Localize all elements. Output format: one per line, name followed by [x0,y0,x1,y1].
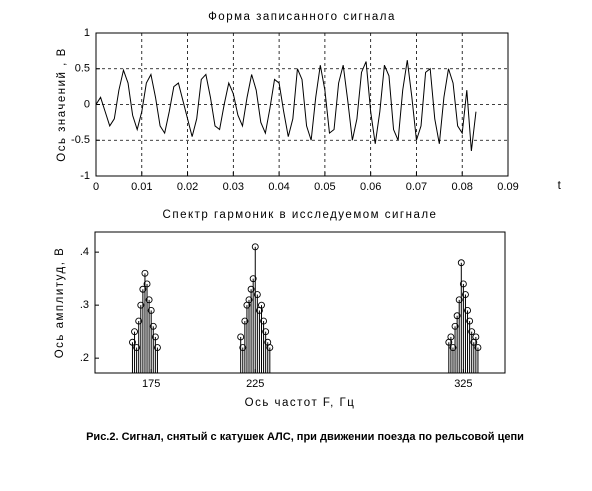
y-tick-label: .4 [80,246,89,258]
x-axis-label: Ось частот F, Гц [245,397,356,409]
x-tick-label: 0.01 [131,181,152,193]
x-tick-label: 0.05 [314,181,335,193]
stem-head [239,344,247,352]
y-tick-label: -0.5 [71,134,90,146]
stem-head [468,328,476,336]
stem-head [151,333,159,341]
x-tick-label: 175 [142,378,160,390]
stem-head [133,344,141,352]
x-tick-label: 0.07 [406,181,427,193]
stem-head [141,269,149,277]
stem-head [241,317,249,325]
y-tick-label: 1 [84,27,90,39]
stem-head [149,322,157,330]
stem-head [258,301,265,309]
stem-head [262,328,270,336]
caption: Рис.2. Сигнал, снятый с катушек АЛС, при… [86,431,524,443]
stem-head [249,275,257,283]
stem-head [137,301,145,309]
stem-head [153,344,161,352]
stem-head [457,259,465,267]
y-axis-label: Ось значений , В [56,47,68,162]
y-tick-label: .3 [80,299,89,311]
stem-head [459,280,467,288]
y-tick-label: .2 [80,352,89,364]
stem-head [453,312,461,320]
plot-frame [94,231,506,374]
stem-head [139,285,147,293]
y-tick-label: -1 [80,170,90,182]
stem-head [455,296,463,304]
x-tick-label: 0.09 [497,181,518,193]
stem-head [260,317,268,325]
chart-title: Форма записанного сигнала [208,11,396,23]
stem-head [464,307,471,314]
stem-head [462,291,469,298]
stem-head [143,280,151,288]
stem-head [449,344,457,352]
x-tick-label: 0 [93,181,99,193]
stem-head [451,322,459,330]
stem-head [129,338,136,346]
stem-head [131,328,138,336]
stem-head [145,296,153,304]
stem-head [474,344,482,352]
x-tick-label: 325 [454,378,472,390]
chart-title: Спектр гармоник в исследуемом сигнале [163,209,438,221]
x-tick-label: 0.03 [223,181,244,193]
y-tick-label: 0 [84,98,90,110]
stem-head [447,333,455,341]
stem-head [135,317,143,325]
y-tick-label: 0.5 [75,63,90,75]
stem-head [253,291,261,298]
x-tick-label: 0.08 [452,181,473,193]
x-tick-label: 0.04 [268,181,289,193]
stem-head [247,285,255,293]
stem-head [251,243,259,251]
y-axis-label: Ось амплитуд, В [54,247,66,359]
stem-head [466,317,474,325]
stem-head [147,307,155,314]
signal-line [95,60,477,152]
x-axis-label: t [558,180,563,192]
stem-head [472,333,480,341]
x-tick-label: 225 [246,378,264,390]
x-tick-label: 0.06 [360,181,381,193]
stem-head [237,333,245,341]
stem-head [245,296,253,304]
x-tick-label: 0.02 [177,181,198,193]
stem-head [266,344,274,352]
